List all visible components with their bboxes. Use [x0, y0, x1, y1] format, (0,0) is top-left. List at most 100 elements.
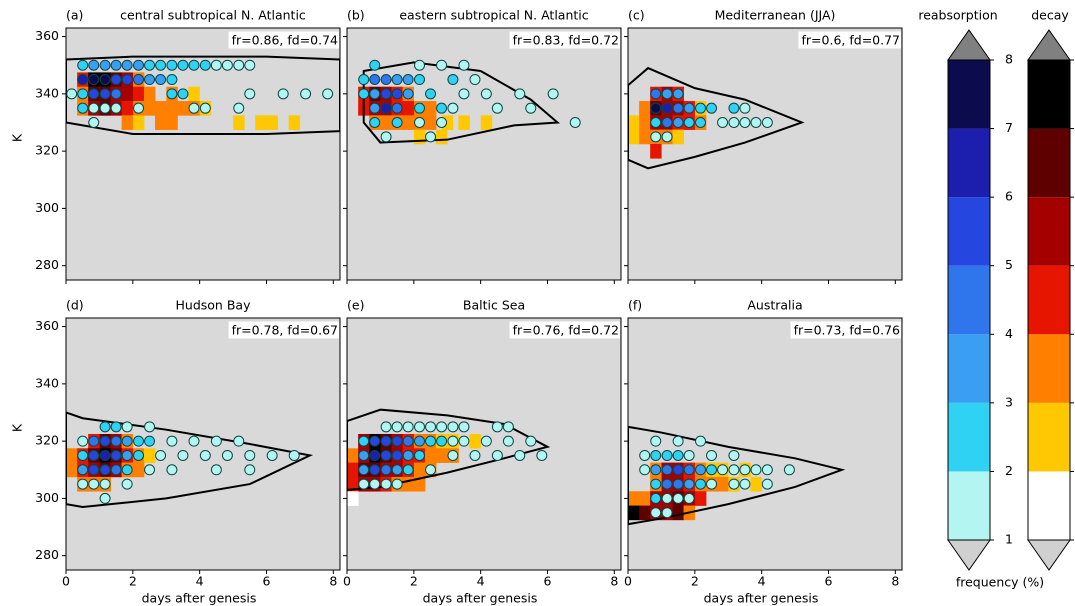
panel: (b) eastern subtropical N. Atlantic fr=0.8…: [343, 8, 622, 284]
reabsorption-dot: [436, 59, 448, 71]
reabsorption-dot: [99, 464, 111, 476]
decay-cell: [347, 476, 359, 492]
plot-area: [66, 411, 314, 509]
y-tick-label: 280: [35, 547, 59, 562]
reabsorption-dot: [695, 117, 707, 128]
reabsorption-dot: [133, 59, 145, 71]
reabsorption-dot: [650, 117, 662, 128]
x-tick-label: 2: [129, 574, 137, 589]
reabsorption-dot: [380, 131, 392, 143]
decay-cell: [177, 101, 189, 116]
x-axis-label: days after genesis: [423, 591, 538, 606]
reabsorption-dot: [458, 435, 470, 447]
reabsorption-dot: [369, 59, 381, 71]
reabsorption-dot: [683, 117, 695, 128]
reabsorption-dot: [88, 449, 100, 461]
annotation-background: [790, 321, 902, 339]
reabsorption-dot: [380, 421, 392, 433]
colorbar-over: [947, 29, 991, 61]
reabsorption-dot: [761, 464, 773, 476]
reabsorption-dot: [402, 421, 414, 433]
reabsorption-dot: [391, 478, 403, 490]
colorbar-segment: [1028, 197, 1070, 266]
reabsorption-dot: [447, 74, 459, 86]
panel-label: (c): [628, 8, 645, 23]
decay-cell: [424, 101, 437, 116]
reabsorption-dot: [425, 421, 437, 433]
colorbar-segment: [1028, 265, 1070, 335]
y-tick-label: 340: [35, 85, 59, 100]
reabsorption-dot: [369, 74, 381, 86]
reabsorption-dot: [144, 421, 156, 433]
colorbar-segment: [1028, 128, 1070, 198]
y-tick-label: 300: [35, 200, 59, 215]
decay-cell: [639, 505, 651, 521]
decay-cell: [413, 129, 426, 145]
annotation: fr=0.76, fd=0.72: [513, 323, 619, 338]
colorbar-frame: [947, 59, 991, 541]
reabsorption-dot: [661, 478, 673, 490]
reabsorption-dot: [480, 88, 492, 100]
colorbar-segment: [1028, 402, 1070, 472]
reabsorption-dot: [221, 449, 233, 461]
reabsorption-dot: [369, 102, 381, 114]
y-tick-label: 340: [35, 375, 59, 390]
reabsorption-dot: [458, 59, 470, 71]
panel: 0 2 4 6 8 days after genesis (e) Baltic Sea fr=0…: [343, 298, 622, 606]
reabsorption-dot: [739, 102, 751, 114]
decay-cell: [413, 476, 426, 492]
reabsorption-dot: [322, 88, 334, 100]
decay-cell: [458, 115, 470, 130]
reabsorption-dot: [288, 449, 300, 461]
decay-cell: [121, 101, 134, 116]
reabsorption-dot: [369, 464, 381, 476]
reabsorption-dot: [369, 117, 381, 128]
colorbar-tick-label: 6: [1005, 189, 1013, 204]
reabsorption-dot: [380, 464, 392, 476]
colorbar-segment: [1028, 60, 1070, 129]
reabsorption-dot: [728, 478, 740, 490]
reabsorption-dot: [244, 59, 256, 71]
reabsorption-dot: [88, 88, 100, 100]
reabsorption-dot: [706, 449, 718, 461]
decay-cell: [347, 491, 359, 506]
decay-cell: [402, 101, 415, 116]
annotation-background: [798, 31, 901, 49]
colorbar-over: [1027, 29, 1071, 61]
reabsorption-dot: [88, 435, 100, 447]
x-axis-label: days after genesis: [704, 591, 819, 606]
reabsorption-dot: [358, 88, 370, 100]
reabsorption-dot: [728, 449, 740, 461]
reabsorption-dot: [414, 117, 426, 128]
reabsorption-dot: [233, 59, 245, 71]
reabsorption-dot: [88, 74, 100, 86]
y-tick-label: 320: [35, 433, 59, 448]
colorbar-tick-label: 8: [1005, 52, 1013, 67]
reabsorption-dot: [650, 102, 662, 114]
contour: [362, 61, 561, 144]
panel-title: eastern subtropical N. Atlantic: [399, 8, 588, 23]
decay-cell: [347, 462, 359, 478]
reabsorption-dot: [391, 88, 403, 100]
reabsorption-dot: [414, 102, 426, 114]
reabsorption-dot: [110, 464, 122, 476]
decay-cell: [750, 476, 762, 492]
reabsorption-dot: [391, 449, 403, 461]
decay-cell: [424, 448, 437, 463]
reabsorption-dot: [661, 464, 673, 476]
x-tick-label: 4: [758, 574, 766, 589]
panel-label: (a): [66, 8, 83, 23]
decay-cell: [121, 115, 134, 130]
decay-cell: [166, 115, 178, 130]
panel-title: Australia: [747, 298, 802, 313]
colorbar-under: [947, 539, 991, 571]
reabsorption-dot: [414, 59, 426, 71]
panel: (c) Mediterranean (JJA) fr=0.6, fd=0.77: [624, 8, 903, 284]
x-tick-label: 6: [544, 574, 552, 589]
decay-cell: [154, 101, 167, 116]
annotation-background: [509, 31, 620, 49]
reabsorption-dot: [425, 131, 437, 143]
reabsorption-dot: [88, 464, 100, 476]
decay-cell: [413, 462, 426, 478]
reabsorption-dot: [144, 74, 156, 86]
